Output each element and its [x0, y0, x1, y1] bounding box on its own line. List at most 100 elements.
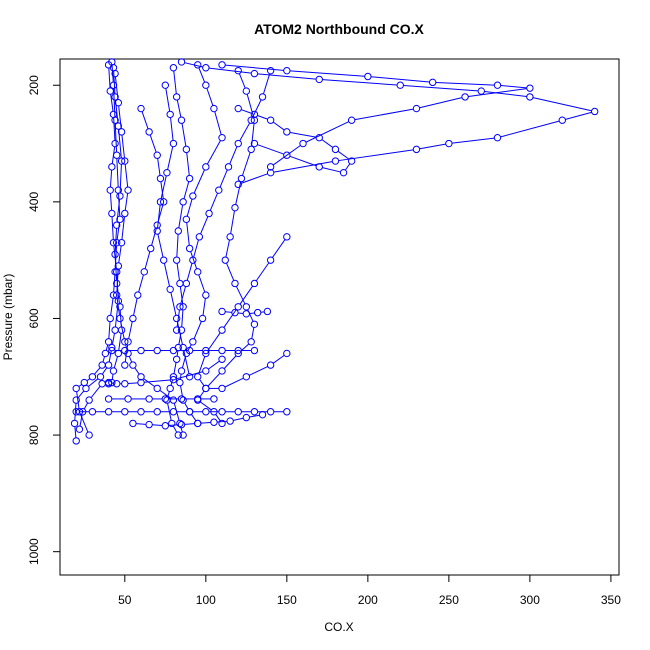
series-line-segment [371, 76, 430, 83]
series-line-segment [183, 181, 190, 199]
series-line-segment [345, 163, 351, 171]
series-line-segment [110, 298, 114, 316]
data-point [88, 373, 97, 381]
data-point [111, 139, 119, 148]
data-point [347, 157, 356, 165]
data-point [113, 221, 121, 229]
series-line-segment [114, 76, 119, 100]
series-line-segment [116, 286, 120, 304]
series-19 [153, 81, 194, 381]
series-line-segment [109, 170, 113, 187]
data-point [202, 81, 210, 89]
data-point [315, 75, 323, 84]
series-line-segment [452, 137, 495, 144]
x-tick-label: 150 [277, 593, 297, 607]
data-point [113, 291, 121, 299]
series-line-segment [178, 205, 184, 228]
series-line-segment [180, 385, 184, 397]
series-line-segment [149, 134, 157, 153]
data-point [194, 268, 202, 276]
data-point [104, 361, 113, 369]
data-point [247, 338, 255, 346]
data-point [176, 303, 184, 311]
data-point [129, 361, 137, 369]
series-line-segment [114, 257, 118, 281]
data-point [111, 326, 119, 334]
series-line-segment [113, 356, 118, 368]
series-line-segment [108, 350, 112, 362]
series-line-segment [202, 298, 206, 316]
series-line-segment [321, 139, 334, 148]
series-16 [194, 233, 291, 393]
data-point [526, 93, 534, 101]
data-point [156, 174, 165, 183]
series-line-segment [114, 304, 119, 327]
series-line-segment [249, 366, 268, 376]
series-line-segment [83, 402, 88, 410]
data-point [266, 163, 275, 171]
data-point [283, 233, 291, 241]
data-point [266, 408, 275, 416]
series-line-segment [241, 173, 268, 184]
series-line-segment [255, 262, 270, 282]
series-line-segment [273, 145, 301, 166]
series-line-segment [144, 251, 151, 269]
data-point [153, 384, 161, 393]
series-line-segment [198, 356, 206, 374]
series-line-segment [184, 62, 203, 68]
data-point [174, 431, 182, 439]
data-point [283, 151, 291, 159]
series-18 [121, 104, 168, 369]
data-point [75, 425, 84, 433]
series-line-segment [111, 333, 115, 345]
series-line-segment [199, 379, 205, 386]
data-point [218, 134, 226, 142]
data-point [114, 122, 123, 130]
data-point [412, 145, 421, 154]
data-point [140, 268, 148, 276]
data-point [210, 104, 218, 113]
data-point [104, 395, 113, 403]
series-line-segment [159, 389, 172, 399]
series-line-segment [176, 234, 179, 257]
data-point [202, 291, 210, 299]
data-point [106, 87, 114, 95]
y-axis-label: Pressure (mbar) [1, 274, 15, 361]
series-line-segment [419, 143, 446, 150]
data-point [231, 279, 239, 288]
series-line-segment [193, 239, 199, 258]
series-17 [172, 66, 275, 334]
data-point [266, 256, 275, 264]
data-point [111, 69, 119, 78]
data-point [526, 84, 534, 92]
series-line-segment [207, 373, 221, 387]
data-point [117, 128, 126, 136]
series-line-segment [116, 199, 121, 222]
data-point [172, 314, 181, 323]
data-point [166, 285, 174, 294]
series-line-segment [238, 73, 246, 89]
series-line-segment [337, 150, 350, 160]
x-tick-label: 200 [358, 593, 378, 607]
series-line-segment [165, 88, 171, 112]
data-point [299, 139, 307, 148]
data-point [185, 244, 194, 253]
series-line-segment [235, 181, 242, 205]
data-point [250, 346, 259, 355]
data-point [117, 238, 126, 247]
data-point [202, 349, 210, 358]
data-point [182, 215, 191, 224]
data-point [108, 163, 116, 171]
series-line-segment [128, 321, 133, 339]
data-point [137, 408, 145, 416]
data-point [315, 134, 323, 142]
data-point [250, 110, 259, 119]
series-10 [108, 346, 259, 355]
data-point [124, 338, 132, 346]
series-line-segment [170, 292, 177, 316]
series-line-segment [86, 378, 91, 382]
series-line-segment [113, 117, 116, 141]
series-line-segment [180, 286, 186, 304]
data-point [109, 238, 118, 247]
